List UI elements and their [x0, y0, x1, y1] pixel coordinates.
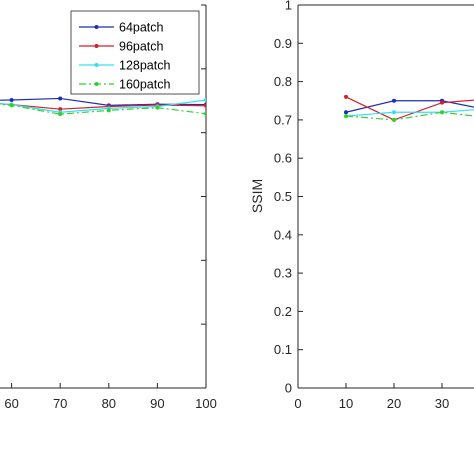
right-y-tick-label: 0	[285, 381, 292, 396]
left-x-tick-label: 70	[53, 396, 67, 411]
left-data-point-64patch	[9, 97, 14, 102]
right-data-point-64patch	[392, 98, 396, 103]
left-x-tick-label: 100	[195, 396, 217, 411]
right-data-point-160patch	[392, 117, 396, 122]
legend-label-128patch: 128patch	[119, 59, 170, 73]
legend-marker-64patch	[94, 25, 99, 29]
legend: 64patch 96patch 128patch 160patch	[70, 10, 200, 95]
left-data-point-64patch	[58, 96, 63, 101]
right-data-point-160patch	[344, 114, 348, 119]
right-y-axis-label: SSIM	[249, 179, 265, 213]
left-x-tick-label: 60	[4, 396, 18, 411]
left-data-point-160patch	[155, 105, 160, 110]
right-series-line-160patch	[345, 111, 474, 121]
right-data-point-128patch	[392, 110, 396, 115]
left-series-line-128patch	[0, 99, 206, 113]
right-series-line-64patch	[345, 100, 474, 113]
right-y-tick-label: 0.5	[274, 189, 292, 204]
legend-box	[70, 10, 200, 95]
left-data-point-128patch	[204, 97, 206, 102]
right-x-tick-label: 0	[294, 396, 301, 411]
legend-label-160patch: 160patch	[119, 78, 170, 92]
legend-marker-160patch	[94, 82, 99, 86]
right-y-tick-label: 1	[285, 0, 292, 13]
left-series-line-160patch	[0, 103, 206, 115]
right-x-tick-label: 10	[339, 396, 353, 411]
left-chart: 60 70 80 90 100	[0, 4, 217, 411]
right-y-tick-label: 0.2	[274, 304, 292, 319]
right-data-point-64patch	[344, 110, 348, 115]
left-data-point-160patch	[9, 103, 14, 108]
right-x-tick-label: 30	[435, 396, 449, 411]
left-x-tick-label: 80	[102, 396, 116, 411]
right-series-line-96patch	[345, 96, 474, 121]
right-data-point-96patch	[440, 100, 444, 105]
right-y-tick-label: 0.1	[274, 342, 292, 357]
right-y-tick-label: 0.4	[274, 227, 292, 242]
right-y-tick-label: 0.9	[274, 36, 292, 51]
right-y-tick-label: 0.7	[274, 112, 292, 127]
right-data-point-160patch	[440, 110, 444, 115]
right-y-tick-label: 0.6	[274, 151, 292, 166]
right-series-line-128patch	[345, 109, 474, 117]
left-x-tick-label: 90	[150, 396, 164, 411]
right-y-tick-label: 0.3	[274, 266, 292, 281]
legend-label-64patch: 64patch	[119, 21, 164, 35]
left-series-line-64patch	[0, 97, 206, 106]
right-x-tick-label: 20	[387, 396, 401, 411]
left-data-point-160patch	[106, 108, 111, 113]
left-data-point-160patch	[204, 111, 206, 116]
legend-label-96patch: 96patch	[119, 40, 164, 54]
right-chart: 0 0.1 0.2 0.3 0.4 0.5 0.6 0.7 0.8 0.9 1 0 10 20 30 SS…	[249, 0, 474, 411]
left-data-point-160patch	[58, 112, 63, 117]
left-data-point-96patch	[58, 107, 63, 112]
right-data-point-96patch	[344, 94, 348, 99]
left-data-point-96patch	[204, 103, 206, 108]
legend-marker-96patch	[94, 44, 99, 48]
legend-marker-128patch	[94, 63, 99, 67]
right-y-tick-label: 0.8	[274, 74, 292, 89]
